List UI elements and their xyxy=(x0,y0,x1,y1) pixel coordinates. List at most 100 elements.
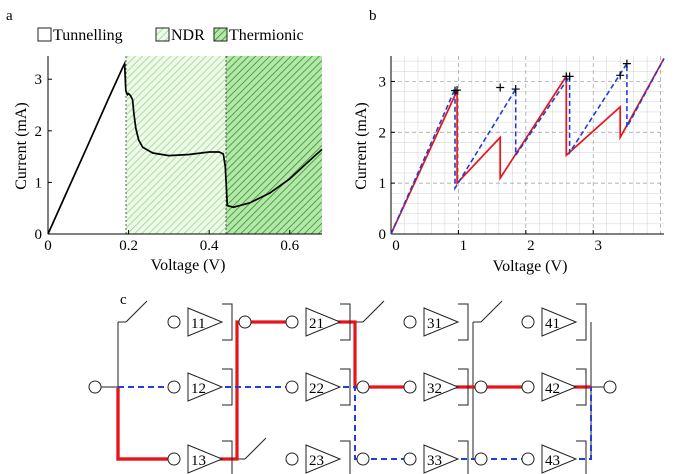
gate-13: 13 xyxy=(187,440,233,474)
legend-thermionic-swatch xyxy=(213,27,228,42)
gate-label: 12 xyxy=(191,381,206,397)
panel-c: c xyxy=(88,292,617,474)
panel-a-y-tick-label: 3 xyxy=(35,72,43,88)
gate-bracket xyxy=(222,368,233,406)
panel-a-legend: Tunnelling NDR Thermionic xyxy=(37,27,304,44)
gate-bracket xyxy=(458,440,469,474)
gate-bracket xyxy=(576,303,587,341)
red-path xyxy=(116,388,174,461)
panel-a-y-tick-label: 1 xyxy=(35,175,43,191)
gate-label: 32 xyxy=(427,381,442,397)
gate-bracket xyxy=(340,303,351,341)
gate-triangle xyxy=(423,307,460,337)
panel-b-y-tick-label: 3 xyxy=(379,74,387,90)
legend-tunnelling-swatch xyxy=(37,27,52,42)
thermionic-region xyxy=(226,56,322,234)
panel-b-x-label: Voltage (V) xyxy=(493,258,568,275)
node-r3-c2-in xyxy=(285,452,299,466)
node-r1-c2-in xyxy=(285,315,299,329)
gate-bracket xyxy=(222,440,233,474)
node-r2-c3-a xyxy=(356,380,370,394)
gate-bracket xyxy=(458,303,469,341)
panel-a-x-tick-label: 0.4 xyxy=(200,238,219,254)
gate-label: 31 xyxy=(427,316,442,332)
panel-b-x-tick-label: 3 xyxy=(594,238,602,254)
gate-bracket xyxy=(576,440,587,474)
panel-b-label: b xyxy=(369,8,377,24)
legend-tunnelling-label: Tunnelling xyxy=(53,27,123,44)
gate-label: 33 xyxy=(427,453,442,469)
node-r3-c3-a xyxy=(356,452,370,466)
panel-b-y-tick-label: 1 xyxy=(379,176,387,192)
panel-b-switch-marker xyxy=(616,71,625,80)
gate-23: 23 xyxy=(305,440,351,474)
panel-a-y-ticks: 0 1 2 3 xyxy=(35,72,52,243)
gate-triangle xyxy=(187,372,224,402)
gate-label: 11 xyxy=(191,316,205,332)
panel-b: b 0 1 2 3 0 1 2 3 Voltage (V) Current (mA) xyxy=(353,8,665,275)
gate-42: 42 xyxy=(541,368,587,406)
panel-b-y-ticks: 0 1 2 3 xyxy=(379,74,395,243)
gate-array: 11 12 13 21 22 23 31 32 33 41 42 43 xyxy=(187,303,587,474)
legend-thermionic-label: Thermionic xyxy=(229,27,304,44)
gate-43: 43 xyxy=(541,440,587,474)
gate-33: 33 xyxy=(423,440,469,474)
panel-a-iv-curve xyxy=(47,60,323,235)
gate-triangle xyxy=(305,372,342,402)
red-path-route xyxy=(116,320,591,461)
gate-triangle xyxy=(541,444,578,474)
node-r3-c4-a xyxy=(474,452,488,466)
blue-path-route xyxy=(118,386,592,460)
gate-triangle xyxy=(541,372,578,402)
panel-a: a Tunnelling NDR Thermionic 0 0.2 0.4 0.6 0… xyxy=(6,8,323,274)
panel-b-switch-marker xyxy=(511,85,520,94)
node-r2-c1-in xyxy=(167,380,181,394)
gate-label: 22 xyxy=(309,381,324,397)
node-r1-c1-in xyxy=(167,315,181,329)
input-node xyxy=(88,380,102,394)
gate-triangle xyxy=(187,307,224,337)
gate-bracket xyxy=(458,368,469,406)
switch-11 xyxy=(125,300,148,323)
panel-a-y-label: Current (mA) xyxy=(13,102,30,190)
panel-a-y-tick-label: 0 xyxy=(35,227,43,243)
panel-b-x-tick-label: 0 xyxy=(392,238,400,254)
gate-22: 22 xyxy=(305,368,351,406)
gate-label: 21 xyxy=(309,316,324,332)
legend-ndr-label: NDR xyxy=(171,27,205,44)
panel-b-switch-marker xyxy=(622,59,631,68)
gate-triangle xyxy=(187,444,224,474)
gate-21: 21 xyxy=(305,303,351,341)
ndr-region xyxy=(126,56,226,234)
panel-a-x-tick-label: 0 xyxy=(44,238,52,254)
panel-b-switch-marker xyxy=(453,86,462,95)
gate-11: 11 xyxy=(187,303,233,341)
node-r2-c4-a xyxy=(474,380,488,394)
gate-41: 41 xyxy=(541,303,587,341)
gate-label: 41 xyxy=(545,316,560,332)
panel-a-x-label: Voltage (V) xyxy=(151,257,226,274)
gate-label: 23 xyxy=(309,453,324,469)
panel-b-grid xyxy=(391,56,664,234)
node-r3-c4-in xyxy=(521,452,535,466)
switch-41 xyxy=(480,300,503,323)
gate-bracket xyxy=(222,303,233,341)
panel-b-switch-marker xyxy=(496,83,505,92)
panel-a-x-tick-label: 0.6 xyxy=(280,238,299,254)
node-r3-c3-in xyxy=(403,452,417,466)
gate-31: 31 xyxy=(423,303,469,341)
legend-ndr-swatch xyxy=(155,27,170,42)
panel-b-y-tick-label: 2 xyxy=(379,125,387,141)
gate-triangle xyxy=(305,307,342,337)
node-r1-c4-in xyxy=(521,315,535,329)
gate-triangle xyxy=(541,307,578,337)
panel-a-y-tick-label: 2 xyxy=(35,124,43,140)
gate-label: 43 xyxy=(545,453,560,469)
gate-triangle xyxy=(423,372,460,402)
gate-bracket xyxy=(340,440,351,474)
node-r2-c3-in xyxy=(403,380,417,394)
panel-a-x-ticks: 0 0.2 0.4 0.6 xyxy=(44,230,300,254)
panel-b-switch-markers xyxy=(451,59,631,95)
panel-b-x-tick-label: 2 xyxy=(527,238,535,254)
